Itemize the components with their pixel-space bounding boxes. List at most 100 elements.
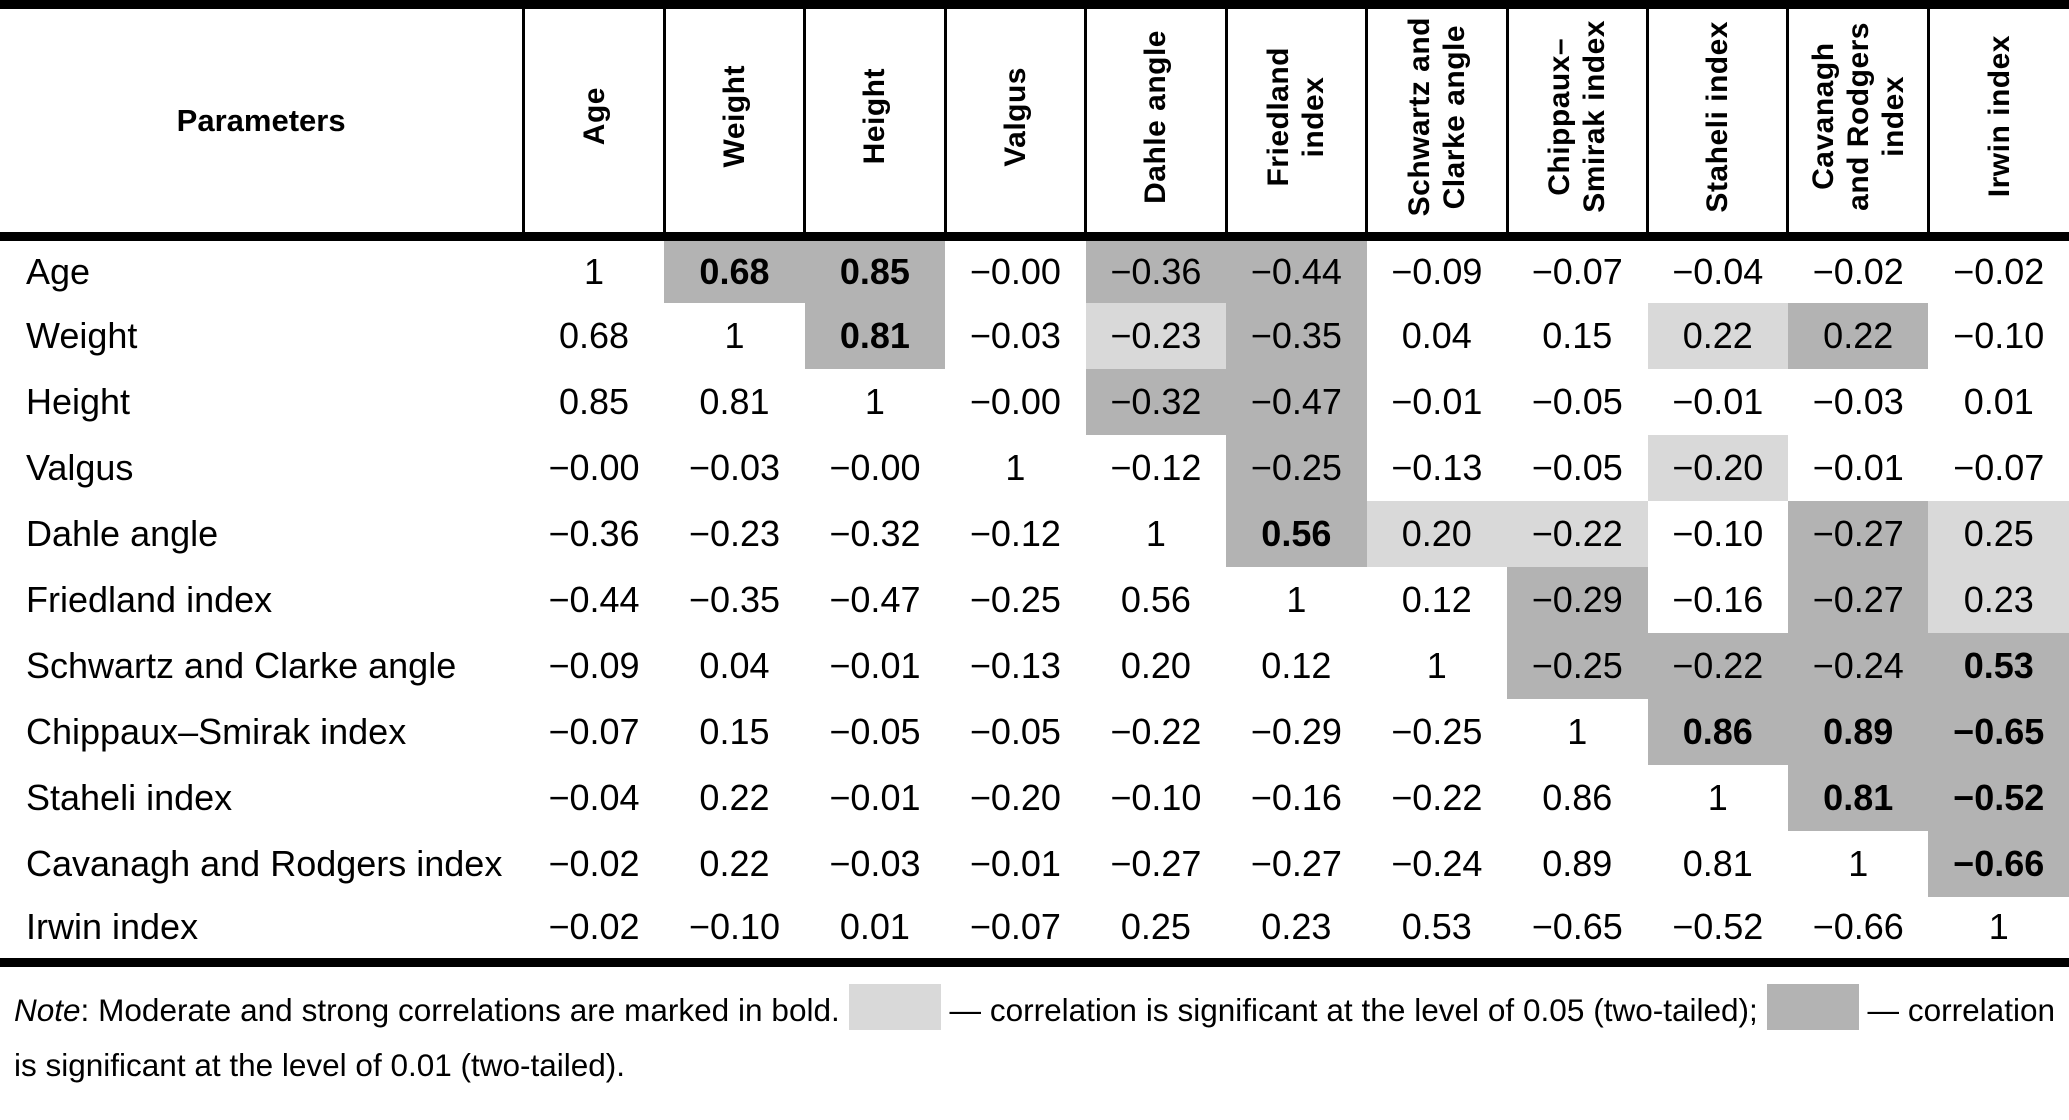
matrix-cell: 0.68 xyxy=(558,314,630,356)
row-label: Chippaux–Smirak index xyxy=(26,710,407,752)
matrix-cell: −0.05 xyxy=(969,710,1061,752)
matrix-cell: −0.07 xyxy=(1953,446,2045,488)
matrix-cell: −0.24 xyxy=(1787,632,1929,699)
table-row: Dahle angle −0.36 −0.23 −0.32 −0.12 1 0.56 0.20… xyxy=(0,500,2069,567)
matrix-cell: 0.25 xyxy=(1085,896,1227,967)
table-row: Chippaux–Smirak index −0.07 0.15 −0.05 −0.05… xyxy=(0,698,2069,765)
matrix-cell: 1 xyxy=(724,314,745,356)
table-row: Cavanagh and Rodgers index −0.02 0.22 −0.03… xyxy=(0,830,2069,897)
matrix-cell: 1 xyxy=(583,250,605,292)
matrix-cell: −0.29 xyxy=(1507,566,1648,633)
matrix-cell: −0.01 xyxy=(829,776,921,818)
column-header: Schwartz and Clarke angle xyxy=(1365,4,1508,241)
matrix-cell: −0.36 xyxy=(548,512,640,554)
matrix-cell: −0.10 xyxy=(1110,776,1202,818)
matrix-cell: 0.23 xyxy=(1928,566,2069,633)
column-header: Staheli index xyxy=(1646,4,1788,241)
matrix-cell: 0.81 xyxy=(804,302,946,369)
matrix-cell: −0.25 xyxy=(1391,710,1483,752)
column-header-label: Valgus xyxy=(998,66,1032,167)
table-row: Weight 0.68 1 0.81 −0.03 −0.23 −0.35 0.04 0.15 0.… xyxy=(0,302,2069,369)
matrix-cell: −0.25 xyxy=(1226,434,1367,501)
matrix-cell: 0.22 xyxy=(699,776,770,818)
matrix-cell: −0.04 xyxy=(548,776,640,818)
column-header-label: Chippaux– Smirak index xyxy=(1543,20,1612,213)
matrix-cell: 0.81 xyxy=(1682,842,1753,884)
matrix-cell: −0.47 xyxy=(1226,368,1367,435)
row-label: Dahle angle xyxy=(26,512,219,554)
table-header: Parameters Age Weight Height Valgus Dahle an… xyxy=(0,4,2069,241)
matrix-cell: −0.09 xyxy=(1391,250,1483,292)
matrix-cell: 0.04 xyxy=(1401,314,1472,356)
matrix-cell: 1 xyxy=(1005,446,1026,488)
matrix-cell: −0.25 xyxy=(969,578,1061,620)
sig01-swatch xyxy=(1766,984,1859,1030)
matrix-cell: −0.02 xyxy=(1812,250,1904,292)
note-bold-text: : Moderate and strong correlations are m… xyxy=(80,992,849,1028)
matrix-cell: −0.03 xyxy=(829,842,921,884)
column-header-label: Age xyxy=(577,87,611,146)
matrix-cell: −0.47 xyxy=(829,578,921,620)
matrix-cell: −0.27 xyxy=(1787,500,1929,567)
matrix-cell: −0.16 xyxy=(1672,578,1764,620)
column-header: Age xyxy=(522,4,665,241)
matrix-cell: −0.07 xyxy=(945,896,1086,967)
matrix-cell: −0.05 xyxy=(829,710,921,752)
matrix-cell: 0.23 xyxy=(1226,896,1367,967)
matrix-cell: −0.65 xyxy=(1928,698,2069,765)
matrix-cell: 0.85 xyxy=(804,236,946,303)
matrix-cell: −0.35 xyxy=(1226,302,1367,369)
matrix-cell: 1 xyxy=(864,380,885,422)
matrix-cell: −0.32 xyxy=(829,512,921,554)
matrix-cell: 0.81 xyxy=(699,380,770,422)
matrix-cell: −0.24 xyxy=(1391,842,1483,884)
matrix-cell: 0.04 xyxy=(699,644,770,686)
matrix-cell: −0.01 xyxy=(1391,380,1483,422)
matrix-cell: −0.52 xyxy=(1928,764,2069,831)
row-label: Weight xyxy=(26,314,138,356)
table-row: Friedland index −0.44 −0.35 −0.47 −0.25 0.56 1… xyxy=(0,566,2069,633)
column-header-label: Friedland index xyxy=(1262,46,1331,187)
matrix-cell: 0.86 xyxy=(1647,698,1788,765)
matrix-cell: −0.66 xyxy=(1787,896,1929,967)
table-body: Age 1 0.68 0.85 −0.00 −0.36 −0.44 −0.09 −0.07 −0.… xyxy=(0,236,2069,967)
table-row: Height 0.85 0.81 1 −0.00 −0.32 −0.47 −0.01 −0.05… xyxy=(0,368,2069,435)
matrix-cell: −0.36 xyxy=(1085,236,1227,303)
table-row: Age 1 0.68 0.85 −0.00 −0.36 −0.44 −0.09 −0.07 −0.… xyxy=(0,236,2069,303)
matrix-cell: −0.04 xyxy=(1672,250,1764,292)
column-header: Dahle angle xyxy=(1084,4,1227,241)
matrix-cell: 1 xyxy=(1145,512,1166,554)
table-note: Note: Moderate and strong correlations a… xyxy=(14,983,2055,1093)
matrix-cell: −0.01 xyxy=(829,644,921,686)
matrix-cell: 0.56 xyxy=(1120,578,1191,620)
matrix-cell: 0.81 xyxy=(1787,764,1929,831)
correlation-table-figure: Parameters Age Weight Height Valgus Dahle an… xyxy=(0,0,2069,1093)
matrix-cell: 1 xyxy=(1928,896,2069,967)
matrix-cell: −0.02 xyxy=(523,896,665,967)
matrix-cell: −0.22 xyxy=(1507,500,1648,567)
matrix-cell: −0.00 xyxy=(829,446,921,488)
matrix-cell: −0.02 xyxy=(548,842,640,884)
matrix-cell: 0.53 xyxy=(1366,896,1508,967)
table-row: Staheli index −0.04 0.22 −0.01 −0.20 −0.10 −0.… xyxy=(0,764,2069,831)
note-sig01-text: — correlation is significant at the leve… xyxy=(14,992,2055,1083)
row-label: Friedland index xyxy=(26,578,273,620)
matrix-cell: −0.27 xyxy=(1110,842,1202,884)
matrix-cell: 0.56 xyxy=(1226,500,1367,567)
column-header: Height xyxy=(803,4,946,241)
sig05-swatch xyxy=(848,984,941,1030)
matrix-cell: −0.16 xyxy=(1250,776,1342,818)
matrix-cell: 0.15 xyxy=(1542,314,1613,356)
column-header: Valgus xyxy=(943,4,1086,241)
table-row: Valgus −0.00 −0.03 −0.00 1 −0.12 −0.25 −0.13 −0.… xyxy=(0,434,2069,501)
matrix-cell: −0.13 xyxy=(1391,446,1483,488)
matrix-cell: 1 xyxy=(1286,578,1307,620)
matrix-cell: −0.10 xyxy=(1953,314,2045,356)
matrix-cell: −0.07 xyxy=(548,710,640,752)
matrix-cell: −0.12 xyxy=(1110,446,1202,488)
matrix-cell: 0.12 xyxy=(1401,578,1472,620)
column-header-label: Cavanagh and Rodgers index xyxy=(1806,22,1910,211)
matrix-cell: 0.68 xyxy=(664,236,805,303)
matrix-cell: 0.22 xyxy=(1647,302,1788,369)
matrix-cell: −0.07 xyxy=(1531,250,1623,292)
